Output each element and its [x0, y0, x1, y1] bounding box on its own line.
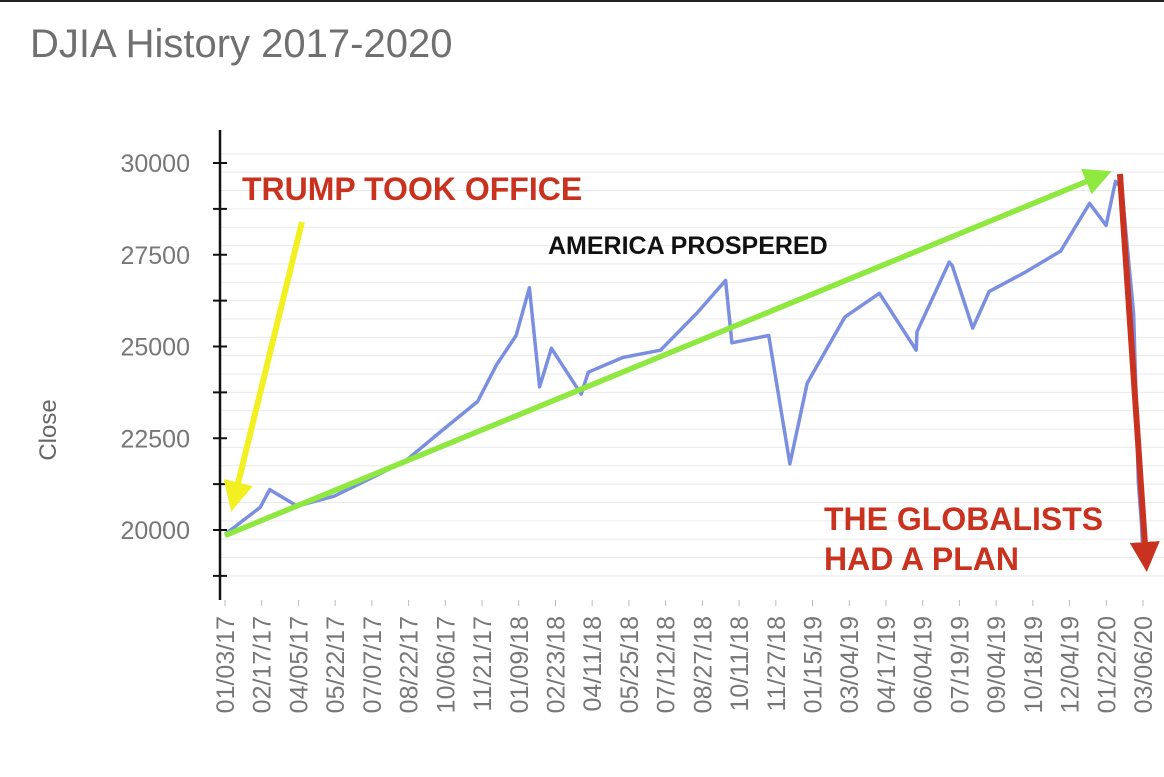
annotation-globalists-line: THE GLOBALISTS [824, 501, 1103, 537]
x-tick-label: 11/21/17 [469, 616, 497, 711]
annotation-arrow-red [1117, 173, 1160, 572]
annotation-america-prospered: AMERICA PROSPERED [548, 232, 828, 260]
djia-close-series-line [223, 179, 1145, 556]
y-tick-label: 27500 [120, 242, 190, 270]
x-tick-label: 01/09/18 [506, 616, 534, 713]
gridlines [220, 153, 1164, 577]
x-tick-label: 08/27/18 [689, 616, 717, 713]
annotation-arrow-yellow [223, 221, 305, 512]
x-tick-label: 07/12/18 [653, 616, 681, 713]
x-tick-label: 04/05/17 [285, 616, 313, 713]
x-tick-label: 02/17/17 [249, 616, 277, 713]
x-tick-label: 03/04/19 [836, 616, 864, 713]
x-tick-label: 10/06/17 [432, 616, 460, 713]
x-tick-label: 10/18/19 [1020, 616, 1048, 713]
y-tick-label: 22500 [120, 425, 190, 453]
x-axis-tick-labels: 01/03/17 02/17/17 04/05/17 05/22/17 07/07/17… [212, 616, 1158, 713]
x-tick-label: 09/04/19 [983, 616, 1011, 713]
series-layer [223, 179, 1145, 556]
x-tick-label: 10/11/18 [726, 616, 754, 711]
x-tick-label: 06/04/19 [910, 616, 938, 713]
top-border-line [0, 0, 1164, 2]
x-tick-label: 12/04/19 [1057, 616, 1085, 713]
x-tick-label: 07/07/17 [359, 616, 387, 713]
x-tick-label: 05/25/18 [616, 616, 644, 713]
x-tick-label: 11/27/18 [763, 616, 791, 711]
x-tick-label: 03/06/20 [1130, 616, 1158, 713]
x-tick-label: 02/23/18 [542, 616, 570, 713]
x-tick-label: 04/11/18 [579, 616, 607, 711]
y-axis-title: Close [35, 399, 62, 460]
annotation-globalists-line: HAD A PLAN [824, 541, 1019, 577]
x-tick-label: 08/22/17 [396, 616, 424, 713]
annotation-trump-took-office: TRUMP TOOK OFFICE [242, 171, 582, 207]
x-axis-ticks [224, 600, 1144, 606]
y-tick-label: 20000 [120, 517, 190, 545]
x-tick-label: 05/22/17 [322, 616, 350, 713]
x-tick-label: 01/03/17 [212, 616, 240, 713]
x-tick-label: 04/17/19 [873, 616, 901, 713]
x-tick-label: 01/22/20 [1093, 616, 1121, 713]
x-tick-label: 01/15/19 [800, 616, 828, 713]
annotations-layer: TRUMP TOOK OFFICE AMERICA PROSPERED THE GL… [223, 168, 1160, 577]
chart-title: DJIA History 2017-2020 [30, 22, 453, 66]
x-tick-label: 07/19/19 [946, 616, 974, 713]
y-tick-label: 30000 [120, 150, 190, 178]
annotation-arrow-green [223, 168, 1112, 539]
y-tick-label: 25000 [120, 334, 190, 362]
y-axis-tick-labels: 20000 22500 25000 27500 30000 [120, 150, 190, 545]
